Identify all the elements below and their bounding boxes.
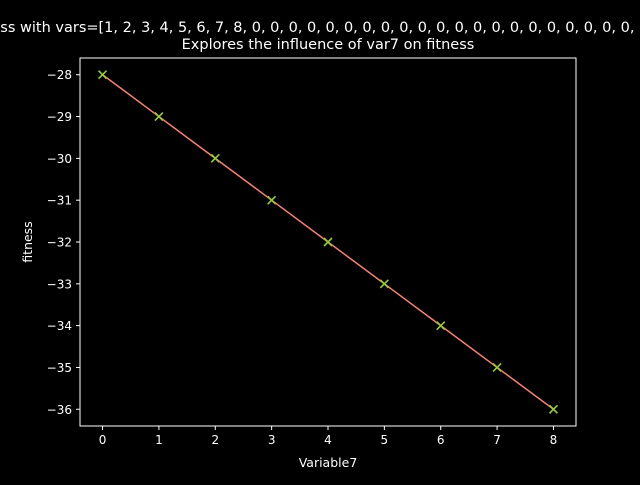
y-tick-label: −31 [47, 194, 72, 208]
x-tick-label: 5 [381, 433, 389, 447]
y-tick-label: −34 [47, 319, 72, 333]
x-tick-label: 6 [437, 433, 445, 447]
chart-title: Fitness with vars=[1, 2, 3, 4, 5, 6, 7, … [0, 20, 640, 36]
data-point-marker [323, 237, 333, 247]
data-point-marker [379, 279, 389, 289]
data-point-marker [436, 321, 446, 331]
chart-subtitle: Explores the influence of var7 on fitnes… [182, 37, 475, 53]
x-tick-label: 1 [155, 433, 163, 447]
marker-stroke [436, 321, 446, 331]
marker-stroke [267, 195, 277, 205]
y-tick-label: −33 [47, 277, 72, 291]
y-tick-label: −28 [47, 68, 72, 82]
y-axis: −28 −29 −30 −31 −32 −33 −34 −35 −36 [47, 68, 80, 417]
x-axis-label: Variable7 [299, 455, 358, 470]
marker-stroke [323, 237, 333, 247]
marker-stroke [548, 404, 559, 414]
x-tick-label: 0 [99, 433, 107, 447]
x-tick-label: 2 [211, 433, 219, 447]
x-axis: 0 1 2 3 4 5 6 7 8 [99, 426, 558, 447]
marker-stroke [379, 279, 389, 289]
marker-stroke [154, 111, 164, 122]
series-group [97, 70, 559, 414]
data-point-marker [97, 70, 108, 80]
data-point-marker [267, 195, 277, 205]
data-point-marker [210, 153, 220, 163]
y-tick-label: −36 [47, 403, 72, 417]
x-tick-label: 8 [550, 433, 558, 447]
y-tick-label: −32 [47, 236, 72, 250]
marker-stroke [97, 70, 108, 80]
x-tick-label: 4 [324, 433, 332, 447]
y-tick-label: −35 [47, 361, 72, 375]
y-tick-label: −30 [47, 152, 72, 166]
marker-stroke [210, 153, 220, 163]
y-tick-label: −29 [47, 110, 72, 124]
x-tick-label: 7 [493, 433, 501, 447]
marker-stroke [492, 362, 502, 373]
y-axis-label: fitness [20, 221, 35, 262]
x-tick-label: 3 [268, 433, 276, 447]
data-point-marker [548, 404, 559, 414]
data-point-marker [492, 362, 502, 373]
data-point-marker [154, 111, 164, 122]
